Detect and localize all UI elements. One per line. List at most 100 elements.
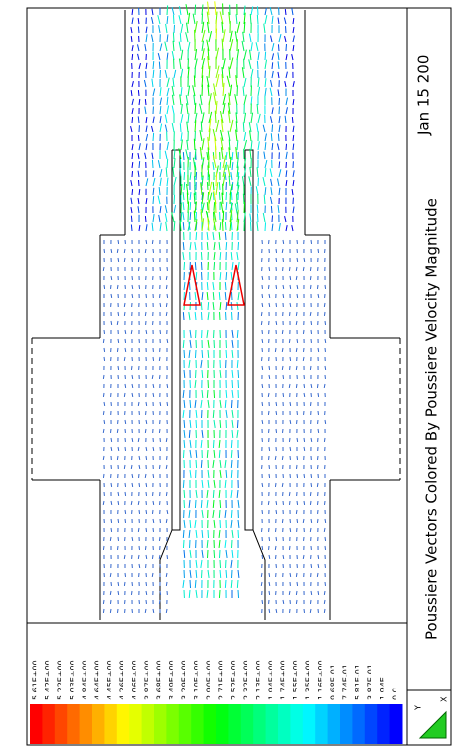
vector xyxy=(103,411,104,415)
background xyxy=(0,0,454,751)
vector xyxy=(153,528,154,532)
vector xyxy=(215,200,216,213)
vector xyxy=(310,492,311,496)
vector xyxy=(311,240,312,244)
vector xyxy=(231,450,232,458)
vector xyxy=(103,267,104,271)
vector xyxy=(174,195,175,204)
vector xyxy=(297,456,298,460)
swatch xyxy=(191,704,204,744)
vector xyxy=(265,52,266,60)
vector xyxy=(153,357,154,361)
vector xyxy=(187,193,188,204)
vector xyxy=(180,33,181,42)
vector xyxy=(103,609,104,613)
vector xyxy=(118,258,119,262)
vector xyxy=(265,222,266,231)
vector xyxy=(146,510,147,514)
vector xyxy=(201,312,202,320)
vector xyxy=(146,402,147,406)
vector xyxy=(279,161,280,168)
vector xyxy=(159,62,160,69)
vector xyxy=(310,402,311,406)
vector xyxy=(238,590,239,598)
swatch xyxy=(166,704,179,744)
vector xyxy=(207,450,208,458)
vector xyxy=(138,267,139,271)
vector xyxy=(278,134,279,141)
vector xyxy=(201,262,202,270)
vector xyxy=(232,380,233,388)
vector xyxy=(297,582,298,586)
vector xyxy=(124,303,125,307)
vector xyxy=(223,211,224,222)
vector xyxy=(166,492,167,496)
vector xyxy=(238,370,239,378)
vector xyxy=(201,500,202,508)
vector xyxy=(261,321,262,325)
vector xyxy=(262,402,263,406)
vector xyxy=(225,232,226,240)
vector xyxy=(167,159,168,168)
vector xyxy=(167,384,168,388)
vector xyxy=(296,591,297,595)
vector xyxy=(132,249,133,253)
vector xyxy=(243,122,244,132)
vector xyxy=(231,440,232,448)
vector xyxy=(318,555,319,559)
vector xyxy=(268,285,269,289)
vector xyxy=(272,215,273,222)
vector xyxy=(261,573,262,577)
vector xyxy=(196,460,197,468)
vector xyxy=(117,456,118,460)
vector xyxy=(257,213,258,222)
vector xyxy=(310,600,311,604)
vector xyxy=(222,219,223,231)
vector xyxy=(304,474,305,478)
vector xyxy=(219,192,220,200)
vector xyxy=(311,519,312,523)
vector xyxy=(167,5,168,15)
vector xyxy=(275,483,276,487)
vector xyxy=(304,501,305,505)
swatch xyxy=(315,704,328,744)
vector xyxy=(125,384,126,388)
vector xyxy=(310,501,311,505)
vector xyxy=(317,285,318,289)
vector xyxy=(145,312,146,316)
vector xyxy=(153,196,154,204)
vector xyxy=(125,573,126,577)
vector xyxy=(201,252,202,260)
vector xyxy=(296,510,297,514)
swatch xyxy=(228,704,241,744)
vector xyxy=(124,393,125,397)
vector xyxy=(303,267,304,271)
vector xyxy=(225,222,226,230)
vector xyxy=(324,609,325,613)
vector xyxy=(195,500,196,508)
vector xyxy=(297,501,298,505)
vector xyxy=(268,501,269,505)
vector xyxy=(104,420,105,424)
vector xyxy=(261,312,262,316)
vector xyxy=(124,258,125,262)
vector xyxy=(132,483,133,487)
vector xyxy=(214,262,215,270)
vector xyxy=(262,339,263,343)
vector xyxy=(152,160,153,168)
vector xyxy=(125,519,126,523)
vector xyxy=(180,123,181,132)
vector xyxy=(195,262,196,270)
vector xyxy=(183,152,184,160)
vector xyxy=(208,192,209,200)
vector xyxy=(231,460,232,468)
vector xyxy=(183,480,184,488)
vector xyxy=(275,546,276,550)
vector xyxy=(311,564,312,568)
vector xyxy=(111,528,112,532)
vector xyxy=(289,339,290,343)
vector xyxy=(276,285,277,289)
vector xyxy=(132,375,133,379)
vector xyxy=(262,546,263,550)
vector xyxy=(214,550,215,558)
